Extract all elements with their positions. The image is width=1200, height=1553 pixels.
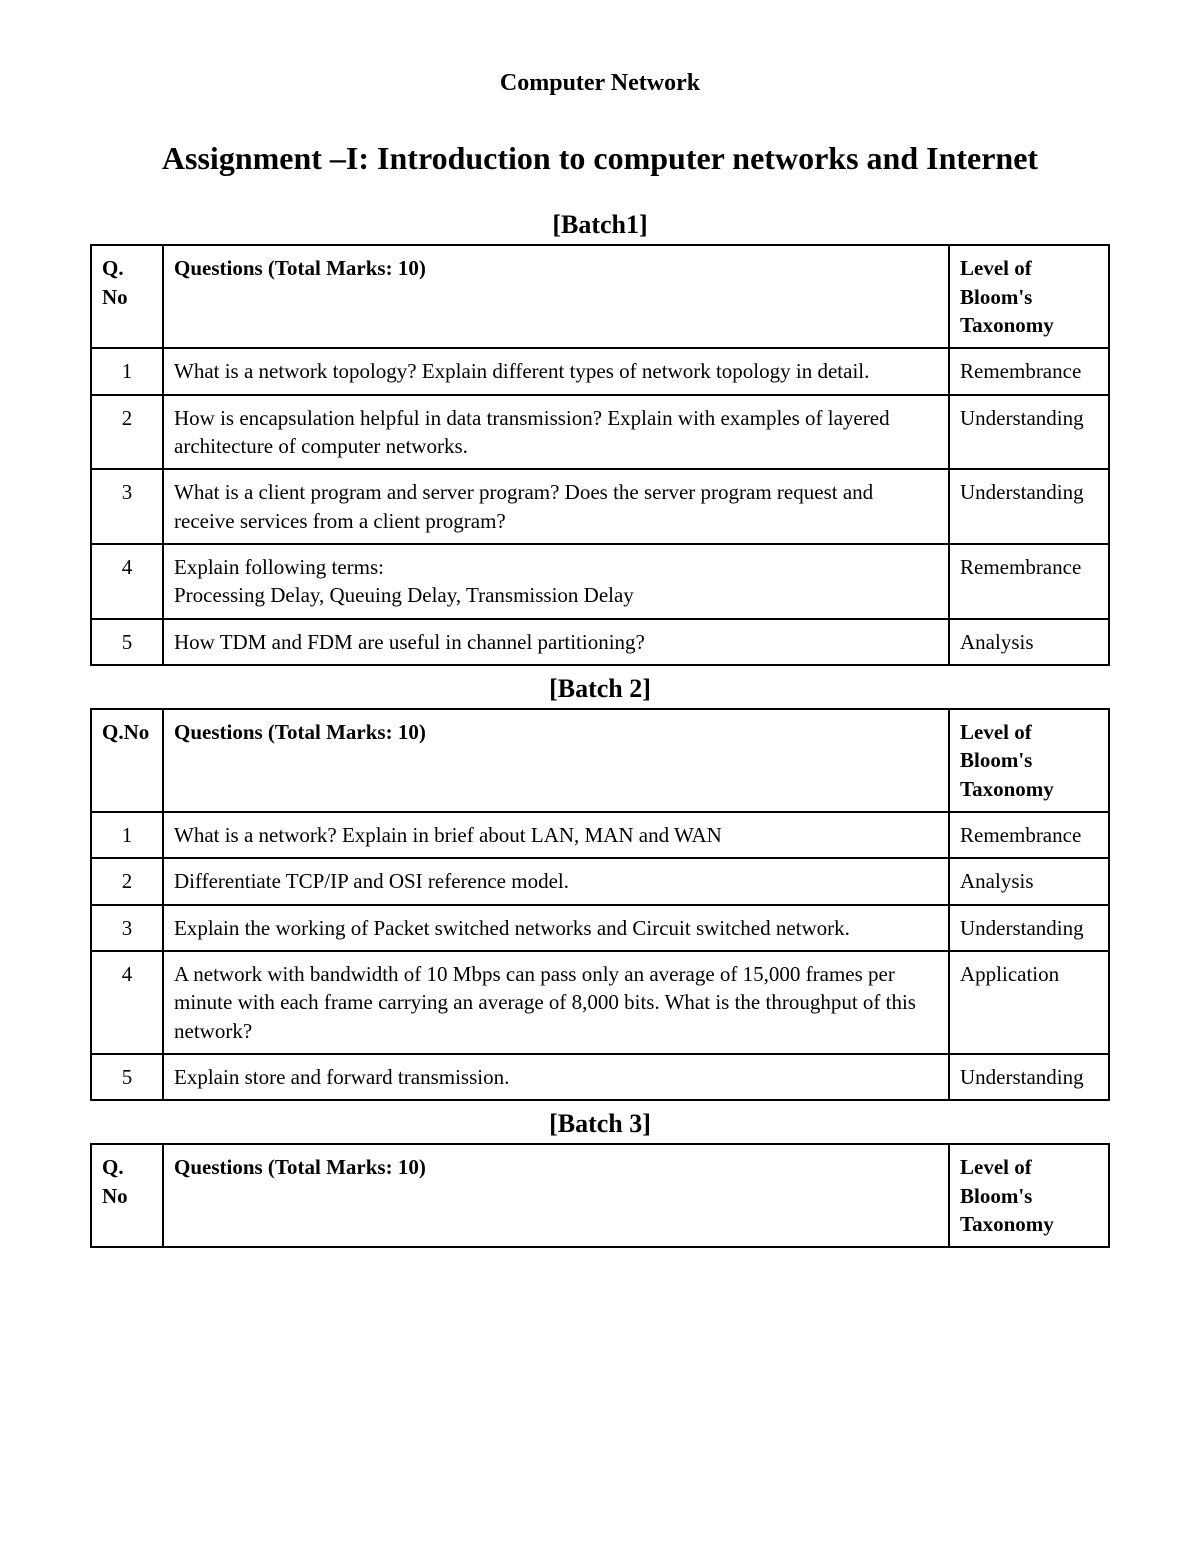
batch-title: [Batch 2] bbox=[90, 674, 1110, 704]
col-header-level: Level of Bloom's Taxonomy bbox=[949, 245, 1109, 348]
cell-qno: 1 bbox=[91, 348, 163, 394]
table-row: 1What is a network topology? Explain dif… bbox=[91, 348, 1109, 394]
col-header-qno: Q.No bbox=[91, 709, 163, 812]
table-row: 2How is encapsulation helpful in data tr… bbox=[91, 395, 1109, 470]
cell-question: What is a network topology? Explain diff… bbox=[163, 348, 949, 394]
cell-level: Understanding bbox=[949, 1054, 1109, 1100]
cell-question: What is a network? Explain in brief abou… bbox=[163, 812, 949, 858]
cell-level: Remembrance bbox=[949, 348, 1109, 394]
cell-question: A network with bandwidth of 10 Mbps can … bbox=[163, 951, 949, 1054]
table-header-row: Q. NoQuestions (Total Marks: 10)Level of… bbox=[91, 245, 1109, 348]
cell-question: How is encapsulation helpful in data tra… bbox=[163, 395, 949, 470]
cell-question: What is a client program and server prog… bbox=[163, 469, 949, 544]
col-header-qno: Q. No bbox=[91, 245, 163, 348]
col-header-questions: Questions (Total Marks: 10) bbox=[163, 709, 949, 812]
cell-qno: 3 bbox=[91, 469, 163, 544]
batches-container: [Batch1]Q. NoQuestions (Total Marks: 10)… bbox=[90, 210, 1110, 1248]
cell-qno: 2 bbox=[91, 395, 163, 470]
batch-title: [Batch1] bbox=[90, 210, 1110, 240]
cell-level: Analysis bbox=[949, 858, 1109, 904]
table-header-row: Q. NoQuestions (Total Marks: 10)Level of… bbox=[91, 1144, 1109, 1247]
col-header-qno: Q. No bbox=[91, 1144, 163, 1247]
col-header-questions: Questions (Total Marks: 10) bbox=[163, 245, 949, 348]
cell-qno: 3 bbox=[91, 905, 163, 951]
cell-level: Remembrance bbox=[949, 544, 1109, 619]
cell-question: How TDM and FDM are useful in channel pa… bbox=[163, 619, 949, 665]
table-row: 2Differentiate TCP/IP and OSI reference … bbox=[91, 858, 1109, 904]
cell-question: Explain the working of Packet switched n… bbox=[163, 905, 949, 951]
table-row: 5Explain store and forward transmission.… bbox=[91, 1054, 1109, 1100]
questions-table: Q. NoQuestions (Total Marks: 10)Level of… bbox=[90, 244, 1110, 666]
cell-level: Analysis bbox=[949, 619, 1109, 665]
col-header-level: Level of Bloom's Taxonomy bbox=[949, 1144, 1109, 1247]
cell-qno: 2 bbox=[91, 858, 163, 904]
cell-level: Understanding bbox=[949, 905, 1109, 951]
table-header-row: Q.NoQuestions (Total Marks: 10)Level of … bbox=[91, 709, 1109, 812]
cell-qno: 5 bbox=[91, 1054, 163, 1100]
table-row: 4Explain following terms: Processing Del… bbox=[91, 544, 1109, 619]
table-row: 3Explain the working of Packet switched … bbox=[91, 905, 1109, 951]
cell-level: Understanding bbox=[949, 469, 1109, 544]
questions-table: Q. NoQuestions (Total Marks: 10)Level of… bbox=[90, 1143, 1110, 1248]
cell-level: Understanding bbox=[949, 395, 1109, 470]
assignment-title: Assignment –I: Introduction to computer … bbox=[90, 137, 1110, 180]
cell-level: Remembrance bbox=[949, 812, 1109, 858]
table-row: 4A network with bandwidth of 10 Mbps can… bbox=[91, 951, 1109, 1054]
cell-question: Explain store and forward transmission. bbox=[163, 1054, 949, 1100]
col-header-questions: Questions (Total Marks: 10) bbox=[163, 1144, 949, 1247]
course-title: Computer Network bbox=[90, 70, 1110, 97]
cell-question: Differentiate TCP/IP and OSI reference m… bbox=[163, 858, 949, 904]
table-row: 3What is a client program and server pro… bbox=[91, 469, 1109, 544]
table-row: 1What is a network? Explain in brief abo… bbox=[91, 812, 1109, 858]
cell-qno: 1 bbox=[91, 812, 163, 858]
col-header-level: Level of Bloom's Taxonomy bbox=[949, 709, 1109, 812]
cell-qno: 5 bbox=[91, 619, 163, 665]
cell-level: Application bbox=[949, 951, 1109, 1054]
batch-title: [Batch 3] bbox=[90, 1109, 1110, 1139]
cell-qno: 4 bbox=[91, 951, 163, 1054]
cell-qno: 4 bbox=[91, 544, 163, 619]
questions-table: Q.NoQuestions (Total Marks: 10)Level of … bbox=[90, 708, 1110, 1101]
table-row: 5How TDM and FDM are useful in channel p… bbox=[91, 619, 1109, 665]
cell-question: Explain following terms: Processing Dela… bbox=[163, 544, 949, 619]
